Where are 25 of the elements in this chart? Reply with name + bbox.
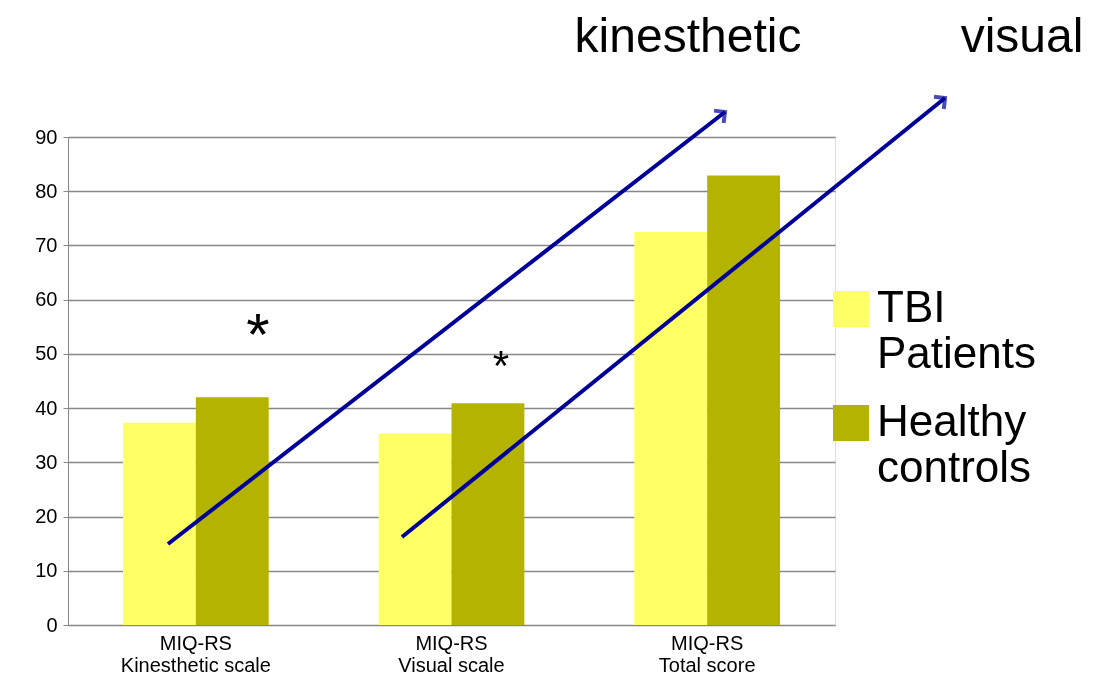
- y-tick-label: 70: [35, 233, 58, 256]
- y-tick-label: 90: [35, 125, 58, 148]
- y-tick-label: 10: [35, 559, 58, 582]
- x-tick-label: MIQ-RS Kinesthetic scale: [120, 631, 271, 676]
- x-tick-label: MIQ-RS Visual scale: [398, 631, 505, 676]
- bar: [122, 422, 196, 625]
- legend-label: Healthy controls: [877, 396, 1032, 491]
- y-tick-label: 40: [35, 396, 58, 419]
- y-tick-label: 60: [35, 288, 58, 311]
- bar: [378, 433, 452, 625]
- bar: [707, 175, 781, 625]
- y-tick-label: 0: [46, 613, 58, 636]
- text: kinesthetic: [574, 9, 802, 62]
- text: visual: [960, 9, 1084, 62]
- bar: [195, 397, 269, 625]
- annotation: *: [492, 342, 510, 389]
- annotation: *: [246, 301, 270, 368]
- y-tick-label: 20: [35, 505, 58, 528]
- bar: [634, 231, 708, 625]
- y-tick-label: 30: [35, 450, 58, 473]
- bar: [451, 403, 525, 625]
- y-tick-label: 80: [35, 179, 58, 202]
- legend-label: TBI Patients: [877, 282, 1036, 377]
- y-tick-label: 50: [35, 342, 58, 365]
- x-tick-label: MIQ-RS Total score: [658, 631, 756, 676]
